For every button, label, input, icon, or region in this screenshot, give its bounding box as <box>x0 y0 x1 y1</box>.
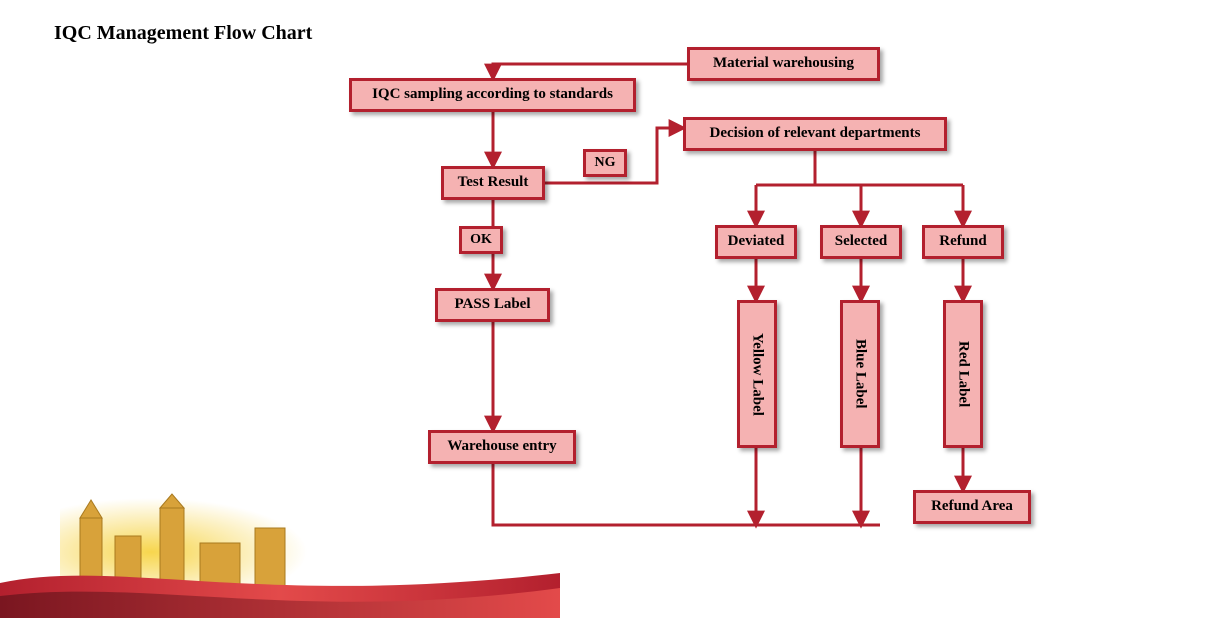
flow-node-material: Material warehousing <box>687 47 880 81</box>
flow-node-label: OK <box>470 232 492 248</box>
flow-node-label: Selected <box>835 233 887 250</box>
flow-node-refundarea: Refund Area <box>913 490 1031 524</box>
flow-node-yellow: Yellow Label <box>737 300 777 448</box>
flow-node-red: Red Label <box>943 300 983 448</box>
flow-node-label: NG <box>595 155 616 171</box>
flow-node-blue: Blue Label <box>840 300 880 448</box>
flow-node-testresult: Test Result <box>441 166 545 200</box>
flow-node-pass: PASS Label <box>435 288 550 322</box>
flow-node-label: Refund Area <box>931 498 1013 515</box>
flow-node-ng: NG <box>583 149 627 177</box>
flow-node-label: Warehouse entry <box>447 438 556 455</box>
flow-node-label: Refund <box>939 233 987 250</box>
flow-node-label: Deviated <box>728 233 785 250</box>
flow-node-sampling: IQC sampling according to standards <box>349 78 636 112</box>
flow-node-label: Red Label <box>954 341 971 407</box>
chart-title: IQC Management Flow Chart <box>54 22 312 45</box>
flow-node-label: IQC sampling according to standards <box>372 86 613 103</box>
flow-node-label: PASS Label <box>455 296 531 313</box>
flow-node-deviated: Deviated <box>715 225 797 259</box>
flow-node-label: Yellow Label <box>748 333 765 416</box>
flow-node-label: Decision of relevant departments <box>710 125 921 142</box>
flow-node-selected: Selected <box>820 225 902 259</box>
flow-node-ok: OK <box>459 226 503 254</box>
flow-node-warehouse: Warehouse entry <box>428 430 576 464</box>
flow-node-label: Material warehousing <box>713 55 854 72</box>
flow-node-decision: Decision of relevant departments <box>683 117 947 151</box>
flow-node-refund: Refund <box>922 225 1004 259</box>
flow-node-label: Blue Label <box>851 339 868 409</box>
flow-node-label: Test Result <box>458 174 529 191</box>
decorative-city-ribbon <box>0 488 560 618</box>
